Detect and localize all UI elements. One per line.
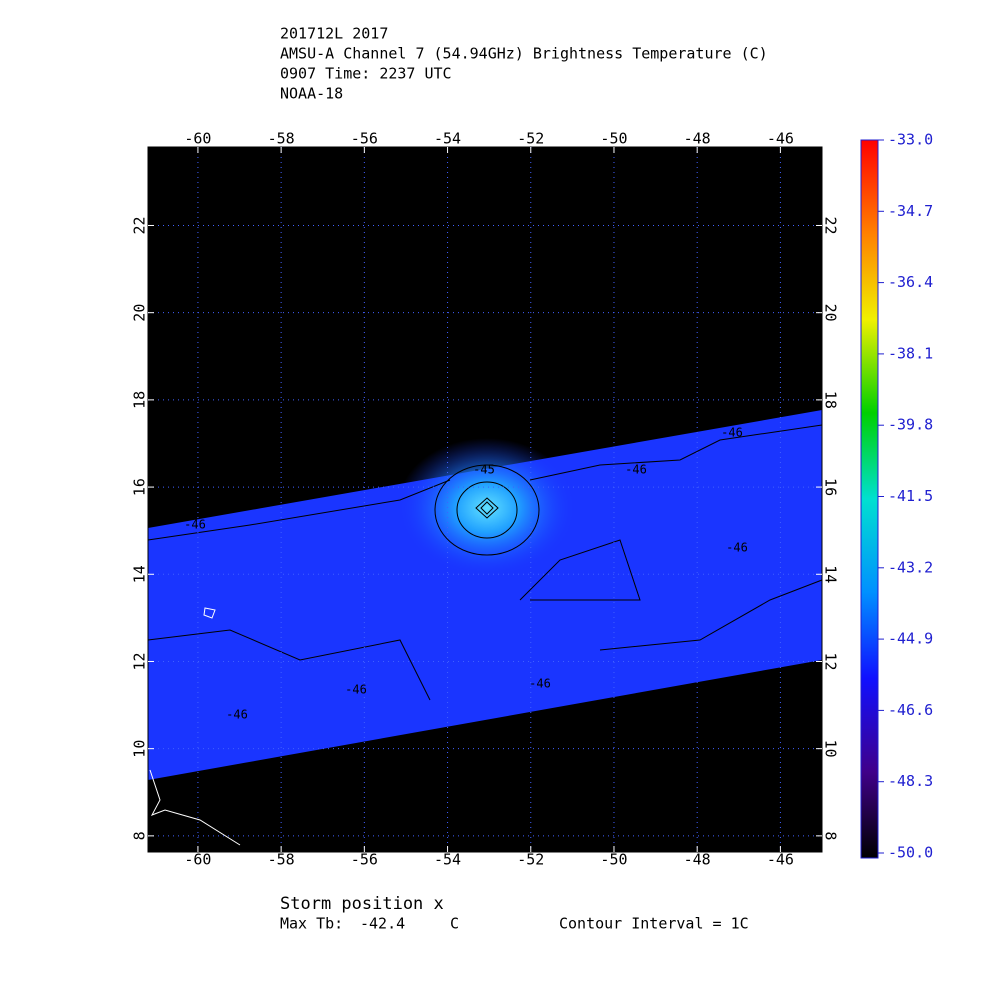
- title-line: NOAA-18: [280, 85, 343, 103]
- lat-label-left: 18: [131, 391, 149, 409]
- title-line: 0907 Time: 2237 UTC: [280, 65, 452, 83]
- lat-label-left: 16: [131, 478, 149, 496]
- lon-label-bottom: -46: [767, 851, 794, 869]
- lat-label-left: 20: [131, 304, 149, 322]
- colorbar: [860, 139, 879, 859]
- contour-label: -46: [345, 683, 367, 697]
- colorbar-label: -39.8: [888, 416, 933, 434]
- lon-label-bottom: -60: [184, 851, 211, 869]
- lon-label-top: -46: [767, 130, 794, 148]
- max-tb: -42.4: [360, 915, 405, 933]
- max-tb-label: Max Tb:: [280, 915, 343, 933]
- swath: [148, 410, 822, 780]
- lon-label-bottom: -54: [434, 851, 461, 869]
- colorbar-label: -36.4: [888, 273, 933, 291]
- coastline: [149, 769, 241, 846]
- contour-label: -46: [529, 677, 551, 691]
- lon-label-top: -52: [517, 130, 544, 148]
- lat-label-left: 8: [131, 831, 149, 840]
- lon-label-top: -54: [434, 130, 461, 148]
- max-tb-unit: C: [450, 915, 459, 933]
- lon-label-top: -58: [268, 130, 295, 148]
- colorbar-axis: -33.0 -34.7 -36.4 -38.1 -39.8 -41.5 -43.2 -44.9…: [878, 131, 933, 862]
- map-frame: [147, 146, 823, 853]
- contour-label: -46: [226, 708, 248, 722]
- lon-label-top: -48: [684, 130, 711, 148]
- lon-label-top: -50: [600, 130, 627, 148]
- title-line: AMSU-A Channel 7 (54.94GHz) Brightness T…: [280, 45, 768, 63]
- contour-label: -46: [721, 426, 743, 440]
- contour-interval: Contour Interval = 1C: [559, 915, 749, 933]
- contour-label: -46: [625, 463, 647, 477]
- lat-label-right: 18: [822, 391, 840, 409]
- lat-label-right: 8: [822, 831, 840, 840]
- lon-label-bottom: -48: [684, 851, 711, 869]
- colorbar-label: -38.1: [888, 344, 933, 362]
- lon-label-bottom: -58: [268, 851, 295, 869]
- colorbar-label: -46.6: [888, 701, 933, 719]
- storm-position: Storm position x: [280, 894, 444, 914]
- colorbar-label: -43.2: [888, 558, 933, 576]
- lat-label-right: 16: [822, 478, 840, 496]
- warm-core: [397, 438, 577, 578]
- contour-label: -45: [473, 463, 495, 477]
- lon-label-top: -60: [184, 130, 211, 148]
- lat-label-right: 10: [822, 740, 840, 758]
- lat-label-left: 14: [131, 565, 149, 583]
- contour-label: -46: [726, 541, 748, 555]
- lat-label-right: 20: [822, 304, 840, 322]
- lon-label-bottom: -56: [351, 851, 378, 869]
- colorbar-label: -50.0: [888, 844, 933, 862]
- lat-label-left: 12: [131, 652, 149, 670]
- contour-label: -46: [184, 518, 206, 532]
- island: [203, 607, 216, 619]
- colorbar-label: -34.7: [888, 202, 933, 220]
- lat-label-right: 12: [822, 652, 840, 670]
- lat-label-right: 14: [822, 565, 840, 583]
- lat-label-right: 22: [822, 216, 840, 234]
- lon-label-bottom: -52: [517, 851, 544, 869]
- title-line: 201712L 2017: [280, 25, 388, 43]
- contours: [147, 424, 823, 701]
- lat-label-left: 22: [131, 216, 149, 234]
- lon-label-bottom: -50: [600, 851, 627, 869]
- colorbar-label: -41.5: [888, 487, 933, 505]
- lon-label-top: -56: [351, 130, 378, 148]
- colorbar-label: -44.9: [888, 630, 933, 648]
- lat-label-left: 10: [131, 740, 149, 758]
- colorbar-label: -33.0: [888, 131, 933, 149]
- colorbar-label: -48.3: [888, 772, 933, 790]
